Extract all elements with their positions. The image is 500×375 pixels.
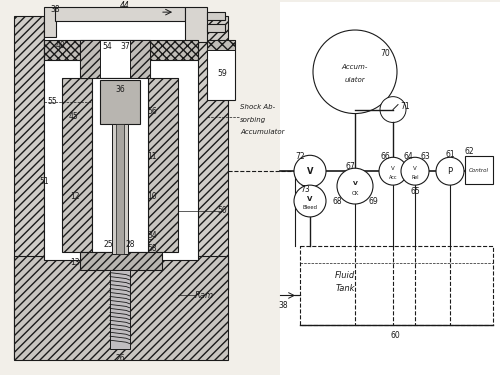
Text: 66: 66 [380, 152, 390, 161]
Text: 51: 51 [39, 177, 49, 186]
Text: P: P [448, 167, 452, 176]
Text: ulator: ulator [344, 77, 366, 83]
Bar [196, 16, 228, 290]
Circle shape [294, 155, 326, 187]
Text: 58: 58 [147, 244, 157, 253]
Bar [207, 40, 235, 100]
Text: Acc: Acc [389, 175, 397, 180]
Circle shape [337, 168, 373, 204]
Bar [112, 124, 128, 254]
Text: 44: 44 [120, 1, 130, 10]
Text: 61: 61 [445, 150, 455, 159]
Text: 56: 56 [147, 107, 157, 116]
Text: Control: Control [469, 168, 489, 173]
Text: 26: 26 [115, 354, 125, 363]
Text: Fluid: Fluid [335, 271, 355, 280]
Bar [185, 7, 207, 42]
Bar [44, 7, 56, 37]
Text: 45': 45' [69, 112, 81, 121]
Text: Bleed: Bleed [302, 206, 318, 210]
Bar [44, 40, 198, 60]
Circle shape [401, 157, 429, 185]
Bar [207, 40, 235, 50]
Text: 36: 36 [115, 85, 125, 94]
Text: Shock Ab-: Shock Ab- [240, 104, 275, 110]
Bar [80, 252, 162, 270]
Text: 71: 71 [400, 102, 410, 111]
Text: 67: 67 [345, 162, 355, 171]
Text: 25: 25 [103, 240, 113, 249]
Text: sorbing: sorbing [240, 117, 266, 123]
Bar [100, 80, 140, 124]
Bar [92, 78, 148, 252]
Bar [148, 78, 178, 252]
Circle shape [380, 97, 406, 123]
Text: Ram: Ram [195, 291, 214, 300]
Bar [44, 16, 198, 260]
Bar [207, 24, 225, 32]
Text: V: V [352, 181, 358, 186]
Bar [62, 78, 92, 252]
Circle shape [294, 185, 326, 217]
Text: 64: 64 [403, 152, 413, 161]
Text: 59: 59 [217, 69, 227, 78]
Bar [80, 40, 150, 78]
Text: V: V [307, 167, 313, 176]
Bar [14, 16, 44, 359]
Bar [80, 40, 100, 78]
Text: 12: 12 [70, 192, 80, 201]
Bar [14, 256, 228, 360]
Bar [110, 270, 130, 349]
Text: 73: 73 [300, 184, 310, 194]
Text: 10: 10 [147, 192, 157, 201]
Text: Tank: Tank [335, 284, 355, 293]
Text: Accumulator: Accumulator [240, 129, 284, 135]
Circle shape [313, 30, 397, 114]
Bar [465, 156, 493, 184]
Text: 68: 68 [332, 196, 342, 206]
Text: 13: 13 [70, 258, 80, 267]
Bar [116, 124, 124, 254]
Text: 38: 38 [50, 4, 60, 13]
Text: V: V [308, 196, 312, 202]
Circle shape [436, 157, 464, 185]
Text: 54: 54 [102, 42, 112, 51]
Bar [130, 40, 150, 78]
Text: 70: 70 [380, 50, 390, 58]
Circle shape [379, 157, 407, 185]
Text: 37: 37 [120, 42, 130, 51]
Text: 62: 62 [464, 147, 474, 156]
Text: V: V [413, 166, 417, 171]
Text: CK: CK [352, 190, 358, 196]
Text: 65: 65 [410, 187, 420, 196]
Text: V: V [391, 166, 395, 171]
Text: 55: 55 [47, 97, 57, 106]
Text: 60: 60 [390, 331, 400, 340]
Text: 34: 34 [147, 231, 157, 240]
Text: 69: 69 [368, 196, 378, 206]
Text: 63: 63 [420, 152, 430, 161]
Text: 28: 28 [125, 240, 135, 249]
Text: 50: 50 [217, 207, 227, 216]
Text: 40: 40 [55, 41, 65, 50]
Text: 11: 11 [147, 152, 157, 161]
Text: 72: 72 [295, 152, 305, 161]
Bar [207, 12, 225, 20]
Bar [55, 7, 185, 21]
Bar [280, 2, 500, 375]
Bar [300, 246, 493, 325]
Text: Rel: Rel [411, 175, 419, 180]
Text: 38: 38 [278, 301, 288, 310]
Text: Accum-: Accum- [342, 64, 368, 70]
